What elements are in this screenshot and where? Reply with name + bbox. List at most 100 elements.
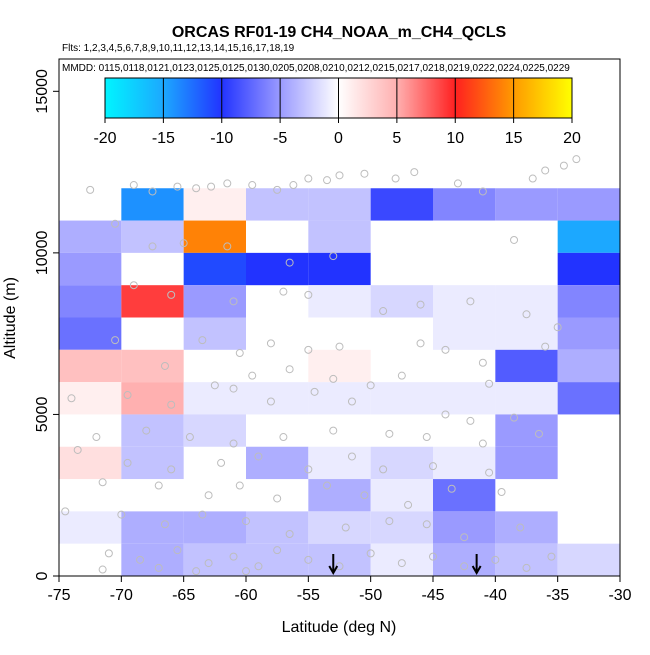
colorbar-tick-label: -10 (210, 130, 233, 147)
sample-point (478, 187, 487, 196)
sample-point (273, 546, 282, 555)
heatmap-cell (495, 382, 558, 415)
colorbar-tick-label: 10 (446, 130, 464, 147)
colorbar-tick-label: 0 (334, 130, 343, 147)
heatmap-cell (121, 543, 184, 576)
sample-point (460, 533, 469, 542)
heatmap-cell (370, 511, 433, 544)
sounding-arrow-head (328, 565, 339, 576)
x-tick-label: -60 (234, 587, 257, 604)
sample-point (98, 478, 107, 487)
sample-point (460, 562, 469, 571)
sample-point (229, 552, 238, 561)
sample-point (192, 184, 201, 193)
sample-point (167, 465, 176, 474)
sample-point (154, 563, 163, 572)
sample-point (360, 491, 369, 500)
sample-point (86, 185, 95, 194)
sample-point (289, 181, 298, 190)
heatmap-cell (433, 543, 496, 576)
sample-point (510, 235, 519, 244)
sample-point (341, 523, 350, 532)
heatmap-cell (308, 479, 371, 512)
sample-point (478, 439, 487, 448)
heatmap-cell (59, 285, 122, 318)
x-tick-label: -70 (110, 587, 133, 604)
y-tick-label: 15000 (34, 69, 51, 114)
sample-point (142, 426, 151, 435)
x-tick-label: -40 (484, 587, 507, 604)
sample-point (347, 397, 356, 406)
sample-point (497, 487, 506, 496)
colorbar-ticks: -20 -15 -10 -5 0 5 10 15 20 (93, 78, 581, 147)
sample-point (173, 546, 182, 555)
heatmap-cell (246, 543, 309, 576)
heatmap-cell (121, 382, 184, 415)
heatmap-cell (59, 446, 122, 480)
sample-point (111, 336, 120, 345)
sample-point (235, 481, 244, 490)
heatmap-cell (246, 382, 309, 415)
sample-point (266, 397, 275, 406)
sample-point (154, 481, 163, 490)
heatmap-cell (308, 543, 371, 576)
heatmap-cell (557, 220, 620, 253)
sample-point (279, 433, 288, 442)
sample-point (416, 300, 425, 309)
sample-point (335, 342, 344, 351)
heatmap-cell (557, 349, 620, 383)
sample-point (266, 339, 275, 348)
heatmap-cell (246, 446, 309, 480)
sample-point (379, 465, 388, 474)
colorbar-tick-label: 20 (563, 130, 581, 147)
heatmap-cell (495, 188, 558, 221)
heatmap-cell (557, 382, 620, 415)
heatmap-cell (308, 220, 371, 253)
plot-frame (58, 58, 621, 577)
sample-point (204, 559, 213, 568)
sample-point (235, 349, 244, 358)
sample-point (117, 510, 126, 519)
heatmap-cell (433, 479, 496, 512)
sample-point (167, 400, 176, 409)
sample-point (366, 381, 375, 390)
heatmap-cell (433, 285, 496, 318)
heatmap-cell (433, 446, 496, 480)
heatmap-cell (308, 382, 371, 415)
heatmap-cell (557, 543, 620, 576)
sample-point (541, 166, 550, 175)
sample-point (148, 242, 157, 251)
sample-point (136, 555, 145, 564)
heatmap-cell (495, 317, 558, 350)
sample-point (285, 529, 294, 538)
heatmap-cell (308, 252, 371, 286)
heatmap-cell (121, 414, 184, 447)
heatmap-cell (433, 511, 496, 544)
sample-point (148, 187, 157, 196)
sample-point (553, 323, 562, 332)
x-tick-label: -75 (47, 587, 70, 604)
sample-point (329, 426, 338, 435)
sample-point (541, 342, 550, 351)
sounding-arrow-head (471, 565, 482, 576)
heatmap-cell (308, 446, 371, 480)
x-tick-label: -55 (297, 587, 320, 604)
sample-point (478, 358, 487, 367)
sample-point (397, 559, 406, 568)
sample-point (391, 174, 400, 183)
heatmap-cell (433, 382, 496, 415)
heatmap-cell (59, 349, 122, 383)
y-axis-label: Altitude (m) (2, 277, 19, 359)
x-tick-label: -65 (172, 587, 195, 604)
sample-point (160, 361, 169, 370)
sample-point (491, 555, 500, 564)
heatmap-cell (557, 252, 620, 286)
heatmap-cell (59, 252, 122, 286)
sample-point (304, 465, 313, 474)
sample-point (273, 494, 282, 503)
heatmap-cell (183, 220, 246, 253)
heatmap-cell (59, 511, 122, 544)
sample-point (61, 507, 70, 516)
sample-point (92, 433, 101, 442)
